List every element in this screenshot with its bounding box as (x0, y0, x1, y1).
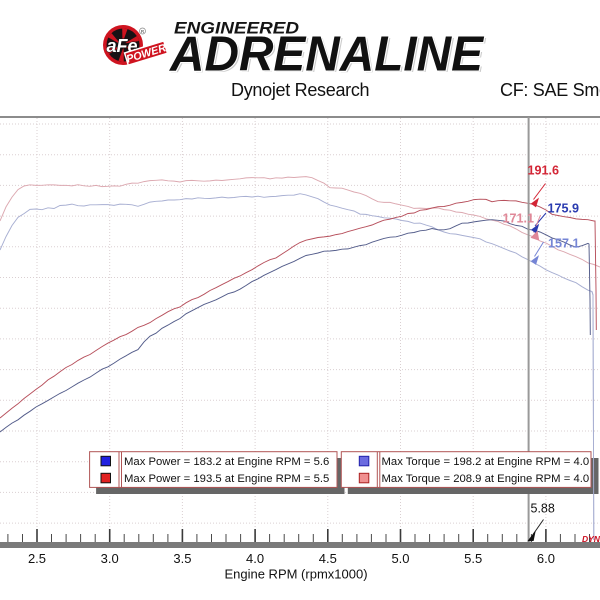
svg-text:R: R (141, 29, 145, 34)
svg-text:3.5: 3.5 (173, 551, 191, 566)
svg-text:ADRENALINE: ADRENALINE (171, 29, 486, 83)
svg-text:4.0: 4.0 (246, 551, 264, 566)
svg-text:Max Power = 193.5 at Engine RP: Max Power = 193.5 at Engine RPM = 5.5 (124, 473, 329, 485)
svg-text:Max Torque = 208.9 at Engine R: Max Torque = 208.9 at Engine RPM = 4.0 (382, 473, 590, 485)
svg-text:DYNO: DYNO (582, 534, 600, 544)
svg-text:5.0: 5.0 (391, 551, 409, 566)
svg-text:5.88: 5.88 (531, 502, 555, 516)
svg-text:ADRENALINE: ADRENALINE (169, 27, 484, 81)
svg-text:171.1: 171.1 (503, 211, 535, 225)
svg-text:6.0: 6.0 (537, 551, 555, 566)
svg-text:191.6: 191.6 (528, 164, 560, 178)
svg-text:Max Power = 183.2 at Engine RP: Max Power = 183.2 at Engine RPM = 5.6 (124, 456, 329, 468)
svg-text:CF: SAE Smoothing 5: CF: SAE Smoothing 5 (500, 80, 600, 100)
svg-text:Dynojet Research: Dynojet Research (231, 80, 369, 100)
svg-text:ENGINEERED: ENGINEERED (174, 18, 299, 37)
svg-text:2.5: 2.5 (28, 551, 46, 566)
svg-text:5.5: 5.5 (464, 551, 482, 566)
svg-text:Max Torque = 198.2 at Engine R: Max Torque = 198.2 at Engine RPM = 4.0 (382, 456, 590, 468)
svg-text:Engine RPM (rpmx1000): Engine RPM (rpmx1000) (224, 567, 367, 582)
svg-text:175.9: 175.9 (548, 202, 580, 216)
svg-text:157.1: 157.1 (548, 237, 580, 251)
svg-text:4.5: 4.5 (319, 551, 337, 566)
svg-text:3.0: 3.0 (101, 551, 119, 566)
